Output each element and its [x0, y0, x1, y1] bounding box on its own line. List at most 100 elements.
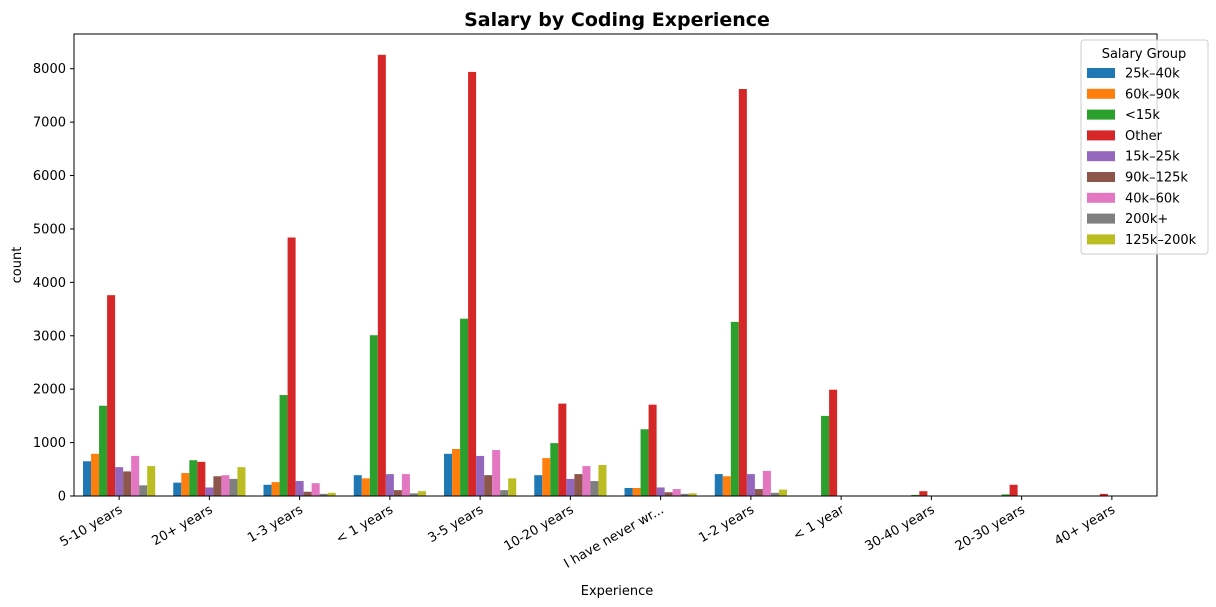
plot-area	[83, 54, 1108, 497]
y-tick-label: 3000	[33, 329, 66, 344]
bar	[181, 473, 190, 496]
bar	[770, 492, 779, 496]
bar	[688, 493, 697, 496]
bar	[722, 476, 731, 496]
x-tick-label: < 1 year	[791, 502, 848, 544]
legend-label: 125k–200k	[1125, 233, 1197, 248]
bar	[919, 491, 928, 496]
legend-swatch	[1087, 192, 1115, 203]
bar	[311, 483, 320, 496]
bar	[1009, 484, 1018, 496]
legend-swatch	[1087, 213, 1115, 224]
bar	[911, 494, 920, 496]
bar	[444, 453, 453, 496]
bar	[598, 465, 607, 496]
bar	[762, 470, 771, 496]
y-tick-label: 2000	[33, 383, 66, 398]
x-tick-label: 40+ years	[1052, 502, 1118, 549]
bar	[829, 389, 838, 496]
bar	[566, 478, 575, 496]
bar	[492, 450, 501, 496]
x-tick-label: 20-30 years	[953, 502, 1028, 554]
bar	[287, 237, 296, 497]
bar	[582, 466, 591, 496]
bar	[385, 474, 394, 496]
bar	[115, 467, 124, 496]
bar	[624, 487, 633, 496]
bar	[107, 295, 116, 496]
bar	[821, 415, 830, 496]
bar	[91, 453, 100, 496]
y-axis-label: count	[10, 247, 25, 284]
legend-swatch	[1087, 172, 1115, 182]
x-tick-label: 10-20 years	[502, 502, 577, 554]
bar	[542, 458, 551, 496]
bar	[468, 71, 477, 497]
bar	[672, 489, 681, 496]
bar	[319, 493, 328, 496]
bar	[452, 449, 461, 496]
chart-title: Salary by Coding Experience	[464, 9, 770, 31]
legend-label: <15k	[1125, 108, 1160, 123]
bar	[714, 474, 723, 496]
legend-label: 60k–90k	[1125, 87, 1180, 102]
legend-items: 25k–40k 60k–90k <15k Other 15k–25k 90k–125k 40…	[1087, 67, 1197, 248]
legend-label: 90k–125k	[1125, 171, 1188, 186]
bar	[648, 404, 657, 496]
y-tick-label: 8000	[33, 62, 66, 77]
bar	[229, 478, 238, 496]
legend-swatch	[1087, 130, 1115, 141]
x-tick-label: 1-3 years	[245, 502, 306, 546]
bar	[680, 493, 689, 496]
x-axis: 5-10 years 20+ years 1-3 years < 1 years 3-5…	[58, 496, 1118, 572]
bar	[476, 455, 485, 496]
x-tick-label: 5-10 years	[58, 502, 126, 550]
bar	[574, 474, 583, 496]
bar	[131, 455, 140, 496]
bar	[778, 489, 787, 496]
bar	[558, 403, 567, 496]
bar	[393, 490, 402, 496]
bar	[263, 484, 272, 496]
x-tick-label: I have never wr...	[562, 502, 667, 571]
bar	[401, 474, 410, 496]
bar	[295, 481, 304, 496]
bar	[279, 395, 288, 496]
bar	[147, 466, 156, 496]
bar	[377, 54, 386, 496]
legend: Salary Group 25k–40k 60k–90k <15k Other 15k–…	[1080, 39, 1209, 255]
bar	[271, 482, 280, 496]
bar	[746, 474, 755, 496]
bar	[205, 487, 214, 496]
bar	[409, 493, 418, 496]
bar	[508, 478, 517, 496]
legend-label: 200k+	[1125, 212, 1168, 227]
bar	[738, 89, 747, 496]
y-axis: 0 1000 2000 3000 4000 5000 6000 7000 8000	[33, 62, 74, 505]
x-tick-label: 20+ years	[150, 502, 216, 549]
x-tick-label: < 1 years	[334, 502, 396, 547]
bar	[303, 491, 312, 496]
bar	[730, 321, 739, 496]
bar	[550, 443, 559, 496]
axes-frame	[73, 33, 1158, 497]
bar	[664, 492, 673, 496]
legend-label: 15k–25k	[1125, 150, 1180, 165]
bar	[754, 489, 763, 496]
x-axis-label: Experience	[581, 584, 654, 599]
legend-title: Salary Group	[1102, 47, 1187, 62]
bar	[237, 467, 246, 496]
bar	[139, 485, 148, 496]
x-tick-label: 1-2 years	[696, 502, 757, 546]
x-tick-label: 30-40 years	[863, 502, 938, 554]
legend-swatch	[1087, 88, 1115, 99]
y-tick-label: 0	[58, 490, 66, 505]
bar	[460, 318, 469, 496]
legend-label: 25k–40k	[1125, 67, 1180, 82]
bar	[632, 487, 641, 496]
legend-swatch	[1087, 234, 1115, 245]
bar	[1001, 494, 1010, 496]
legend-label: Other	[1125, 129, 1163, 144]
bar	[590, 481, 599, 496]
bar	[369, 335, 378, 496]
